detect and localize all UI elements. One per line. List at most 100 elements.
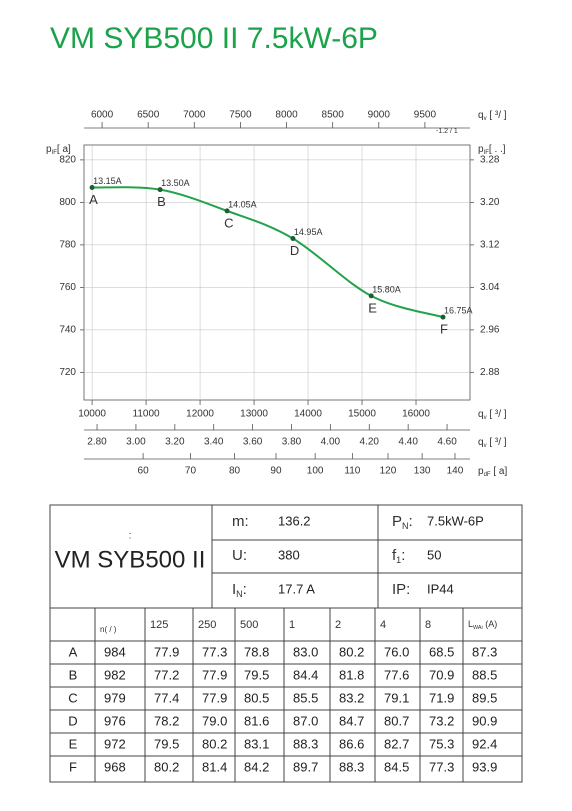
table-cell: D — [68, 713, 77, 728]
table-cell: 78.2 — [154, 713, 179, 728]
point-label: 13.50A — [161, 178, 190, 188]
spec-label: IP: — [392, 581, 410, 598]
header-cell: 4 — [380, 619, 386, 631]
x-tick-label: 16000 — [402, 409, 430, 420]
axis-label-sub: dF — [484, 472, 491, 478]
axis-tick-label: 8500 — [322, 110, 345, 121]
spec-label: PN: — [392, 513, 413, 531]
axis-tick-label: 90 — [270, 466, 282, 477]
axis-tick-label: 3.60 — [243, 437, 263, 448]
point-letter: A — [89, 192, 98, 207]
axis-tick-label: 4.00 — [321, 437, 341, 448]
header-cell: LWAi (A) — [468, 619, 497, 631]
table-cell: 80.7 — [384, 713, 409, 728]
x-axis-label-rest: [ ³/ ] — [487, 409, 507, 420]
table-cell: 79.5 — [244, 667, 269, 682]
header-cell: 2 — [335, 619, 341, 631]
y-tick-label: 720 — [59, 367, 76, 378]
x-tick-label: 11000 — [133, 409, 161, 420]
point-letter: E — [368, 300, 377, 315]
axis-note: -1.2 / 1 — [436, 128, 458, 135]
y-tick-label: 740 — [59, 325, 76, 336]
axis-tick-label: 6500 — [137, 110, 160, 121]
table-cell: 87.0 — [293, 713, 318, 728]
axis-label-sub: v — [484, 116, 487, 122]
table-cell: 92.4 — [472, 736, 497, 751]
table-cell: 968 — [104, 759, 126, 774]
table-cell: 79.0 — [202, 713, 227, 728]
spec-label-sym: P — [392, 513, 402, 530]
table-cell: 79.1 — [384, 690, 409, 705]
axis-label: qv [ ³/ ] — [478, 110, 507, 122]
header-cell-rest: (A) — [483, 619, 498, 629]
table-cell: 972 — [104, 736, 126, 751]
axis-tick-label: 3.40 — [204, 437, 224, 448]
point — [89, 185, 95, 190]
point-label: 13.15A — [93, 176, 122, 186]
table-cell: 70.9 — [429, 667, 454, 682]
y2-axis-label: pIF[ . .] — [478, 144, 506, 156]
point — [290, 236, 296, 241]
page-title: VM SYB500 II 7.5kW-6P — [50, 22, 378, 55]
y-axis-label: pIF[ a] — [46, 144, 71, 156]
point — [440, 314, 446, 320]
table-cell: 84.2 — [244, 759, 269, 774]
y2-axis-label-sym: p — [478, 144, 484, 155]
table-cell: 83.0 — [293, 644, 318, 659]
x-axis-label-sym: q — [478, 409, 484, 420]
axis-tick-label: 140 — [447, 466, 464, 477]
x-tick-label: 13000 — [240, 409, 268, 420]
y2-tick-label: 3.28 — [480, 155, 500, 166]
spec-value: IP44 — [427, 581, 454, 596]
table-cell: 84.7 — [339, 713, 364, 728]
spec-label-colon: : — [243, 581, 247, 598]
table-cell: 88.3 — [293, 736, 318, 751]
table-cell: 976 — [104, 713, 126, 728]
spec-label-colon: : — [409, 513, 413, 530]
table-cell: 93.9 — [472, 759, 497, 774]
axis-label-sym: q — [478, 110, 484, 121]
spec-value: 7.5kW-6P — [427, 513, 484, 528]
x-tick-label: 12000 — [186, 409, 214, 420]
table-cell: 77.9 — [154, 644, 179, 659]
axis-tick-label: 100 — [307, 466, 324, 477]
spec-label: m: — [232, 513, 249, 530]
table-cell: 73.2 — [429, 713, 454, 728]
axis-label: pdF [ a] — [478, 466, 507, 478]
table-cell: 84.4 — [293, 667, 318, 682]
table-cell: 76.0 — [384, 644, 409, 659]
table-cell: 80.2 — [202, 736, 227, 751]
axis-tick-label: 3.00 — [126, 437, 146, 448]
axis-tick-label: 130 — [414, 466, 431, 477]
spec-name: VM SYB500 II — [55, 546, 206, 573]
header-cell: 8 — [425, 619, 431, 631]
table-cell: 79.5 — [154, 736, 179, 751]
spec-label: U: — [232, 547, 247, 564]
table-cell: 982 — [104, 667, 126, 682]
table-cell: 81.8 — [339, 667, 364, 682]
spec-label-sym: U: — [232, 547, 247, 564]
table-cell: 75.3 — [429, 736, 454, 751]
table-cell: 80.2 — [154, 759, 179, 774]
spec-label-sub: 1 — [396, 555, 401, 565]
spec-value: 17.7 A — [278, 581, 315, 596]
axis-label-rest: [ a] — [491, 466, 508, 477]
header-cell: 125 — [150, 619, 168, 631]
y2-axis-label-sub: IF — [484, 150, 490, 156]
table-cell: F — [69, 759, 77, 774]
header-cell: 500 — [240, 619, 258, 631]
spec-label-sym: I — [232, 581, 236, 598]
table-cell: 77.9 — [202, 667, 227, 682]
spec-value: 136.2 — [278, 513, 311, 528]
axis-tick-label: 2.80 — [87, 437, 107, 448]
y2-tick-label: 2.88 — [480, 367, 500, 378]
table-cell: 82.7 — [384, 736, 409, 751]
axis-tick-label: 120 — [380, 466, 397, 477]
point-letter: F — [440, 322, 448, 337]
y-tick-label: 820 — [59, 155, 76, 166]
table-cell: 77.9 — [202, 690, 227, 705]
header-cell: n( / ) — [100, 625, 117, 634]
axis-label-sym: q — [478, 437, 484, 448]
axis-tick-label: 3.20 — [165, 437, 185, 448]
axis-tick-label: 4.40 — [398, 437, 418, 448]
